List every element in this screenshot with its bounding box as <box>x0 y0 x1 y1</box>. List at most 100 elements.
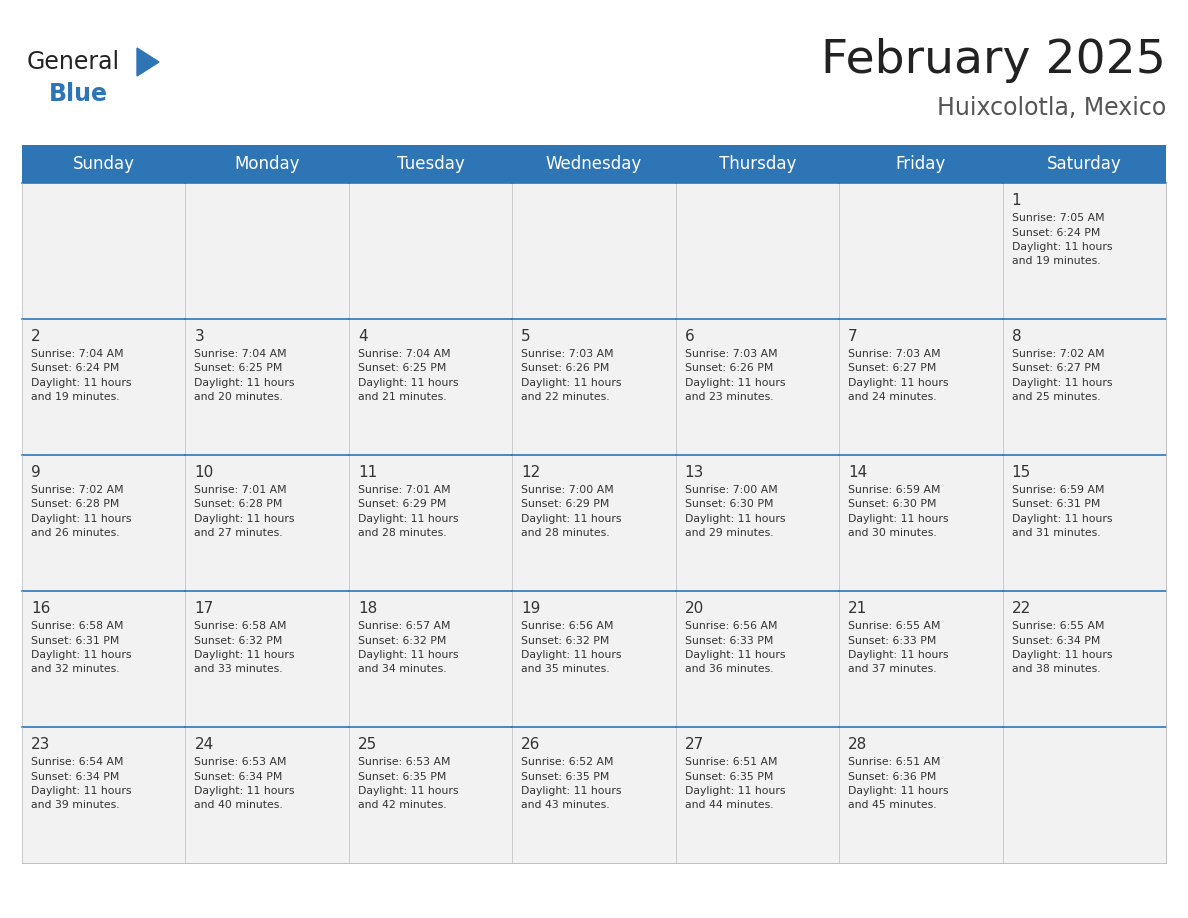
Text: Sunrise: 7:00 AM: Sunrise: 7:00 AM <box>522 485 614 495</box>
Text: 16: 16 <box>31 601 50 616</box>
Text: Daylight: 11 hours: Daylight: 11 hours <box>848 786 949 796</box>
Text: Tuesday: Tuesday <box>397 155 465 173</box>
Text: Sunrise: 6:55 AM: Sunrise: 6:55 AM <box>1011 621 1104 631</box>
Text: Sunrise: 7:03 AM: Sunrise: 7:03 AM <box>848 349 941 359</box>
Text: Monday: Monday <box>234 155 299 173</box>
Text: Sunrise: 6:53 AM: Sunrise: 6:53 AM <box>195 757 287 767</box>
Text: Daylight: 11 hours: Daylight: 11 hours <box>31 650 132 660</box>
Text: Sunset: 6:28 PM: Sunset: 6:28 PM <box>31 499 119 509</box>
Bar <box>676 591 839 727</box>
Bar <box>839 591 1003 727</box>
Text: 6: 6 <box>684 329 695 344</box>
Bar <box>23 591 185 727</box>
Text: 22: 22 <box>1011 601 1031 616</box>
Text: 23: 23 <box>31 737 50 752</box>
Text: Sunrise: 7:05 AM: Sunrise: 7:05 AM <box>1011 213 1104 223</box>
Text: Sunrise: 7:04 AM: Sunrise: 7:04 AM <box>31 349 124 359</box>
Text: Thursday: Thursday <box>719 155 796 173</box>
Text: 9: 9 <box>31 465 40 480</box>
Text: Sunset: 6:24 PM: Sunset: 6:24 PM <box>31 364 119 374</box>
Bar <box>1003 591 1165 727</box>
Text: Sunset: 6:25 PM: Sunset: 6:25 PM <box>358 364 447 374</box>
Text: Sunrise: 7:01 AM: Sunrise: 7:01 AM <box>195 485 287 495</box>
Text: Sunrise: 6:55 AM: Sunrise: 6:55 AM <box>848 621 941 631</box>
Text: 17: 17 <box>195 601 214 616</box>
Text: Sunset: 6:32 PM: Sunset: 6:32 PM <box>195 635 283 645</box>
Text: and 36 minutes.: and 36 minutes. <box>684 665 773 675</box>
Text: Sunrise: 6:59 AM: Sunrise: 6:59 AM <box>1011 485 1104 495</box>
Text: Sunrise: 7:02 AM: Sunrise: 7:02 AM <box>1011 349 1104 359</box>
Text: 10: 10 <box>195 465 214 480</box>
Text: 21: 21 <box>848 601 867 616</box>
Text: Sunset: 6:29 PM: Sunset: 6:29 PM <box>358 499 447 509</box>
Text: Sunset: 6:27 PM: Sunset: 6:27 PM <box>1011 364 1100 374</box>
Text: Huixcolotla, Mexico: Huixcolotla, Mexico <box>937 96 1165 120</box>
Text: Sunrise: 6:59 AM: Sunrise: 6:59 AM <box>848 485 941 495</box>
Text: and 21 minutes.: and 21 minutes. <box>358 393 447 402</box>
Text: Sunset: 6:33 PM: Sunset: 6:33 PM <box>848 635 936 645</box>
Text: and 35 minutes.: and 35 minutes. <box>522 665 609 675</box>
Bar <box>349 319 512 455</box>
Text: Daylight: 11 hours: Daylight: 11 hours <box>31 514 132 524</box>
Polygon shape <box>137 48 159 76</box>
Text: 4: 4 <box>358 329 367 344</box>
Text: Daylight: 11 hours: Daylight: 11 hours <box>1011 242 1112 252</box>
Text: Daylight: 11 hours: Daylight: 11 hours <box>1011 650 1112 660</box>
Text: 24: 24 <box>195 737 214 752</box>
Text: Daylight: 11 hours: Daylight: 11 hours <box>848 514 949 524</box>
Text: 12: 12 <box>522 465 541 480</box>
Text: and 38 minutes.: and 38 minutes. <box>1011 665 1100 675</box>
Text: Sunset: 6:32 PM: Sunset: 6:32 PM <box>522 635 609 645</box>
Text: and 19 minutes.: and 19 minutes. <box>31 393 120 402</box>
Text: and 43 minutes.: and 43 minutes. <box>522 800 609 811</box>
Text: Sunrise: 6:54 AM: Sunrise: 6:54 AM <box>31 757 124 767</box>
Text: Daylight: 11 hours: Daylight: 11 hours <box>31 786 132 796</box>
Text: Daylight: 11 hours: Daylight: 11 hours <box>522 786 621 796</box>
Text: Sunrise: 6:51 AM: Sunrise: 6:51 AM <box>848 757 941 767</box>
Text: Sunrise: 6:53 AM: Sunrise: 6:53 AM <box>358 757 450 767</box>
Text: and 28 minutes.: and 28 minutes. <box>522 529 609 539</box>
Text: 8: 8 <box>1011 329 1022 344</box>
Bar <box>1003 455 1165 591</box>
Text: 18: 18 <box>358 601 377 616</box>
Bar <box>23 145 1165 183</box>
Bar <box>512 591 676 727</box>
Text: Daylight: 11 hours: Daylight: 11 hours <box>848 378 949 388</box>
Text: and 34 minutes.: and 34 minutes. <box>358 665 447 675</box>
Bar <box>185 319 349 455</box>
Bar <box>512 727 676 863</box>
Text: 28: 28 <box>848 737 867 752</box>
Text: 14: 14 <box>848 465 867 480</box>
Bar <box>676 727 839 863</box>
Text: 3: 3 <box>195 329 204 344</box>
Text: 2: 2 <box>31 329 40 344</box>
Text: February 2025: February 2025 <box>821 38 1165 83</box>
Text: Daylight: 11 hours: Daylight: 11 hours <box>522 378 621 388</box>
Text: Sunset: 6:30 PM: Sunset: 6:30 PM <box>848 499 936 509</box>
Text: General: General <box>27 50 120 74</box>
Text: and 22 minutes.: and 22 minutes. <box>522 393 609 402</box>
Text: Sunrise: 6:57 AM: Sunrise: 6:57 AM <box>358 621 450 631</box>
Bar <box>185 727 349 863</box>
Text: Wednesday: Wednesday <box>545 155 643 173</box>
Text: Daylight: 11 hours: Daylight: 11 hours <box>358 378 459 388</box>
Text: Sunset: 6:26 PM: Sunset: 6:26 PM <box>522 364 609 374</box>
Text: Sunrise: 7:02 AM: Sunrise: 7:02 AM <box>31 485 124 495</box>
Text: Sunrise: 7:04 AM: Sunrise: 7:04 AM <box>358 349 450 359</box>
Text: Daylight: 11 hours: Daylight: 11 hours <box>522 650 621 660</box>
Text: Sunset: 6:29 PM: Sunset: 6:29 PM <box>522 499 609 509</box>
Text: Sunset: 6:25 PM: Sunset: 6:25 PM <box>195 364 283 374</box>
Text: Daylight: 11 hours: Daylight: 11 hours <box>195 378 295 388</box>
Text: 5: 5 <box>522 329 531 344</box>
Text: and 33 minutes.: and 33 minutes. <box>195 665 283 675</box>
Text: Sunset: 6:28 PM: Sunset: 6:28 PM <box>195 499 283 509</box>
Bar <box>185 591 349 727</box>
Bar <box>839 727 1003 863</box>
Text: 13: 13 <box>684 465 704 480</box>
Text: Friday: Friday <box>896 155 946 173</box>
Text: Sunset: 6:34 PM: Sunset: 6:34 PM <box>1011 635 1100 645</box>
Text: Daylight: 11 hours: Daylight: 11 hours <box>684 514 785 524</box>
Bar <box>512 183 676 319</box>
Bar <box>1003 183 1165 319</box>
Text: Sunrise: 7:04 AM: Sunrise: 7:04 AM <box>195 349 287 359</box>
